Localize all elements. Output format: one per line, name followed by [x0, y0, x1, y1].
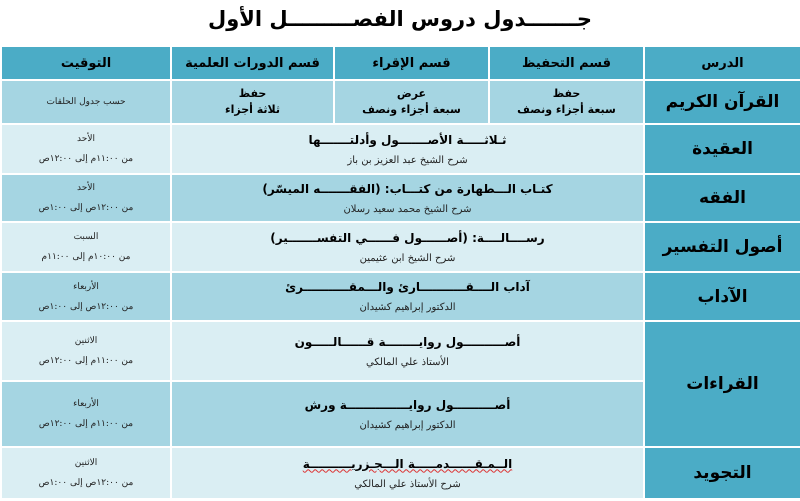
table-row: الآداب آداب الــــقـــــــــــارئ والـــ… — [0, 271, 800, 322]
table-row: الفقه كتـاب الـــطهارة من كتـــاب: (الفق… — [0, 173, 800, 223]
teacher: الأستاذ علي المالكي — [366, 356, 449, 368]
course-title: آداب الــــقـــــــــــارئ والـــمقـــــ… — [285, 280, 530, 294]
course-cell: كتـاب الـــطهارة من كتـــاب: (الفقــــــ… — [170, 173, 645, 223]
course-cell: ثـلاثـــــة الأصـــــــول وأدلتـــــــها… — [170, 123, 645, 175]
lesson-name: القراءات — [643, 320, 800, 448]
course-title: رســــالــــة: (أصــــــول فــــــي التف… — [270, 230, 545, 245]
lesson-name: القرآن الكريم — [643, 79, 800, 125]
day: الأحد — [77, 183, 95, 193]
day: الأربعاء — [73, 399, 99, 409]
day: الأحد — [77, 134, 95, 144]
timing-cell: الأحد من ١٢:٠٠ص إلى ١:٠٠ص — [0, 173, 172, 223]
table-row: العقيدة ثـلاثـــــة الأصـــــــول وأدلتـ… — [0, 123, 800, 175]
timing-cell: الاثنين من ١٢:٠٠ص إلى ١:٠٠ص — [0, 446, 172, 500]
teacher: الدكتور إبراهيم كشيدان — [359, 419, 456, 431]
course-title: الــمـقــــــدمـــــة الـــجـزريــــــــ… — [302, 456, 513, 471]
schedule-table: الدرس قسم التحفيظ قسم الإقراء قسم الدورا… — [0, 45, 800, 500]
cell-line: ثلاثة أجزاء — [224, 103, 281, 116]
table-row: أصول التفسير رســــالــــة: (أصــــــول … — [0, 221, 800, 273]
course-title: أصــــــــــول روايــــــــة قــــــالــ… — [294, 334, 521, 349]
day: الاثنين — [74, 458, 98, 468]
day: الاثنين — [74, 336, 98, 346]
header-lesson: الدرس — [643, 45, 800, 81]
table-row: أصــــــــــول روايـــــــــــــــة ورش ا… — [0, 380, 800, 448]
lesson-name: التجويد — [643, 446, 800, 500]
course-cell: آداب الــــقـــــــــــارئ والـــمقـــــ… — [170, 271, 645, 322]
timing-cell: الأربعاء من ١٢:٠٠ص إلى ١:٠٠ص — [0, 271, 172, 322]
day: السبت — [73, 232, 99, 242]
time: من ١١:٠٠م إلى ١٢:٠٠ص — [38, 419, 134, 429]
dawrat-cell: حفظ ثلاثة أجزاء — [170, 79, 335, 125]
lesson-name: العقيدة — [643, 123, 800, 175]
hifz-cell: حفظ سبعة أجزاء ونصف — [488, 79, 645, 125]
iqraa-cell: عرض سبعة أجزاء ونصف — [333, 79, 490, 125]
course-cell: الــمـقــــــدمـــــة الـــجـزريــــــــ… — [170, 446, 645, 500]
time: من ١٢:٠٠ص إلى ١:٠٠ص — [38, 301, 134, 312]
time: من ١٢:٠٠ص إلى ١:٠٠ص — [38, 203, 134, 213]
header-iqraa: قسم الإقراء — [333, 45, 490, 81]
timing-cell: حسب جدول الحلقات — [0, 79, 172, 125]
lesson-name: الآداب — [643, 271, 800, 322]
time: من ١١:٠٠م إلى ١٢:٠٠ص — [38, 356, 134, 366]
course-cell: رســــالــــة: (أصــــــول فــــــي التف… — [170, 221, 645, 273]
time: من ١٢:٠٠ص إلى ١:٠٠ص — [38, 478, 134, 488]
teacher: شرح الشيخ محمد سعيد رسلان — [343, 203, 472, 215]
header-row: الدرس قسم التحفيظ قسم الإقراء قسم الدورا… — [0, 45, 800, 81]
timing-cell: الأربعاء من ١١:٠٠م إلى ١٢:٠٠ص — [0, 380, 172, 448]
teacher: شرح الشيخ ابن عثيمين — [359, 252, 456, 264]
table-row: التجويد الــمـقــــــدمـــــة الـــجـزري… — [0, 446, 800, 500]
course-title: كتـاب الـــطهارة من كتـــاب: (الفقــــــ… — [262, 181, 553, 196]
lesson-name: الفقه — [643, 173, 800, 223]
header-dawrat: قسم الدورات العلمية — [170, 45, 335, 81]
cell-line: عرض — [396, 87, 427, 100]
course-cell: أصــــــــــول روايــــــــة قــــــالــ… — [170, 320, 645, 382]
teacher: الدكتور إبراهيم كشيدان — [359, 302, 456, 313]
header-hifz: قسم التحفيظ — [488, 45, 645, 81]
table-row: القراءات أصــــــــــول روايــــــــة قـ… — [0, 320, 800, 448]
cell-line: سبعة أجزاء ونصف — [517, 103, 616, 116]
cell-line: حفظ — [552, 87, 581, 100]
timing-cell: الأحد من ١١:٠٠م إلى ١٢:٠٠ص — [0, 123, 172, 175]
teacher: شرح الأستاذ علي المالكي — [354, 478, 461, 490]
course-title: ثـلاثـــــة الأصـــــــول وأدلتـــــــها — [308, 132, 507, 147]
cell-line: سبعة أجزاء ونصف — [362, 103, 461, 116]
day: الأربعاء — [73, 281, 99, 292]
timing-cell: السبت من ١٠:٠٠م إلى ١١:٠٠م — [0, 221, 172, 273]
header-timing: التوقيت — [0, 45, 172, 81]
lesson-name: أصول التفسير — [643, 221, 800, 273]
time: من ١٠:٠٠م إلى ١١:٠٠م — [41, 252, 131, 262]
course-title: أصــــــــــول روايـــــــــــــــة ورش — [304, 397, 511, 412]
timing-cell: الاثنين من ١١:٠٠م إلى ١٢:٠٠ص — [0, 320, 172, 382]
table-row: القرآن الكريم حفظ سبعة أجزاء ونصف عرض سبعة… — [0, 79, 800, 125]
page-title: جـــــــدول دروس الفصـــــــــل الأول — [208, 7, 592, 31]
course-cell: أصــــــــــول روايـــــــــــــــة ورش ا… — [170, 380, 645, 448]
time: من ١١:٠٠م إلى ١٢:٠٠ص — [38, 154, 134, 164]
teacher: شرح الشيخ عبد العزيز بن باز — [347, 154, 468, 166]
cell-line: حفظ — [238, 87, 267, 100]
